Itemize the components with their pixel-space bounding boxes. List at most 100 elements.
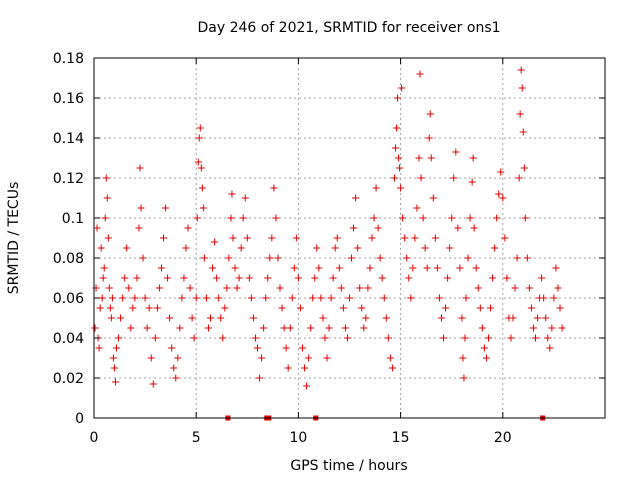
data-point xyxy=(450,174,458,182)
data-point xyxy=(520,164,528,172)
data-point xyxy=(307,324,315,332)
data-point xyxy=(219,334,227,342)
data-point xyxy=(376,254,384,262)
data-point xyxy=(268,234,276,242)
data-point xyxy=(170,364,178,372)
data-point xyxy=(327,294,335,302)
data-point xyxy=(484,334,492,342)
data-point xyxy=(509,314,517,322)
data-point xyxy=(182,244,190,252)
data-point xyxy=(215,294,223,302)
data-point xyxy=(231,264,239,272)
data-point xyxy=(296,304,304,312)
data-point xyxy=(469,154,477,162)
y-tick-label: 0.1 xyxy=(62,211,84,227)
data-point xyxy=(301,364,309,372)
data-point xyxy=(374,224,382,232)
data-point xyxy=(221,304,229,312)
data-point xyxy=(552,264,560,272)
data-point xyxy=(112,344,120,352)
data-point xyxy=(546,344,554,352)
x-tick-label: 5 xyxy=(192,430,201,446)
data-point xyxy=(147,354,155,362)
data-point xyxy=(435,294,443,302)
data-point xyxy=(96,304,104,312)
x-tick-label: 0 xyxy=(90,430,99,446)
data-point xyxy=(276,284,284,292)
data-point xyxy=(254,344,262,352)
data-point xyxy=(491,244,499,252)
data-point xyxy=(225,254,233,262)
data-point xyxy=(474,284,482,292)
y-tick-label: 0.08 xyxy=(53,251,84,267)
data-point xyxy=(548,324,556,332)
data-point xyxy=(437,314,445,322)
y-tick-label: 0.16 xyxy=(53,91,84,107)
data-point xyxy=(241,194,249,202)
data-point xyxy=(525,284,533,292)
data-point xyxy=(429,194,437,202)
data-point xyxy=(393,124,401,132)
data-point xyxy=(247,294,255,302)
data-point xyxy=(519,128,527,136)
data-point xyxy=(335,264,343,272)
data-point xyxy=(425,134,433,142)
data-point xyxy=(198,184,206,192)
data-point xyxy=(260,324,268,332)
data-point xyxy=(538,274,546,282)
data-point xyxy=(223,284,231,292)
data-point xyxy=(415,154,423,162)
data-point xyxy=(391,144,399,152)
data-point xyxy=(311,274,319,282)
data-point xyxy=(421,244,429,252)
axis-ticks xyxy=(93,57,605,419)
data-point xyxy=(288,294,296,302)
data-point xyxy=(390,174,398,182)
data-point xyxy=(305,354,313,362)
data-point xyxy=(343,334,351,342)
data-point xyxy=(329,274,337,282)
data-point xyxy=(482,354,490,362)
data-point xyxy=(186,284,194,292)
data-point xyxy=(366,264,374,272)
data-point xyxy=(516,110,524,118)
data-point xyxy=(164,274,172,282)
data-point xyxy=(372,184,380,192)
data-point xyxy=(499,194,507,202)
data-point xyxy=(229,234,237,242)
data-point xyxy=(489,274,497,282)
data-point xyxy=(405,274,413,282)
data-point xyxy=(204,324,212,332)
data-point xyxy=(137,204,145,212)
data-point xyxy=(313,244,321,252)
data-point xyxy=(155,284,163,292)
data-point xyxy=(249,314,257,322)
data-point xyxy=(264,274,272,282)
data-point xyxy=(346,294,353,302)
data-point xyxy=(454,224,462,232)
data-point xyxy=(103,194,111,202)
data-point xyxy=(127,324,135,332)
data-point xyxy=(211,238,219,246)
data-point xyxy=(518,84,526,92)
data-point xyxy=(266,254,274,262)
data-point xyxy=(350,224,358,232)
data-point xyxy=(544,334,552,342)
data-point xyxy=(298,344,306,352)
data-point xyxy=(91,324,99,332)
data-point xyxy=(131,294,139,302)
data-point xyxy=(97,244,105,252)
data-point xyxy=(409,264,417,272)
data-point xyxy=(542,314,550,322)
data-point xyxy=(348,254,356,262)
data-point xyxy=(468,178,476,186)
data-point xyxy=(423,264,431,272)
data-point xyxy=(472,264,480,272)
data-point xyxy=(243,234,251,242)
data-point xyxy=(407,294,415,302)
data-point xyxy=(399,214,407,222)
data-point xyxy=(95,344,103,352)
data-point xyxy=(458,314,466,322)
data-point xyxy=(227,214,235,222)
